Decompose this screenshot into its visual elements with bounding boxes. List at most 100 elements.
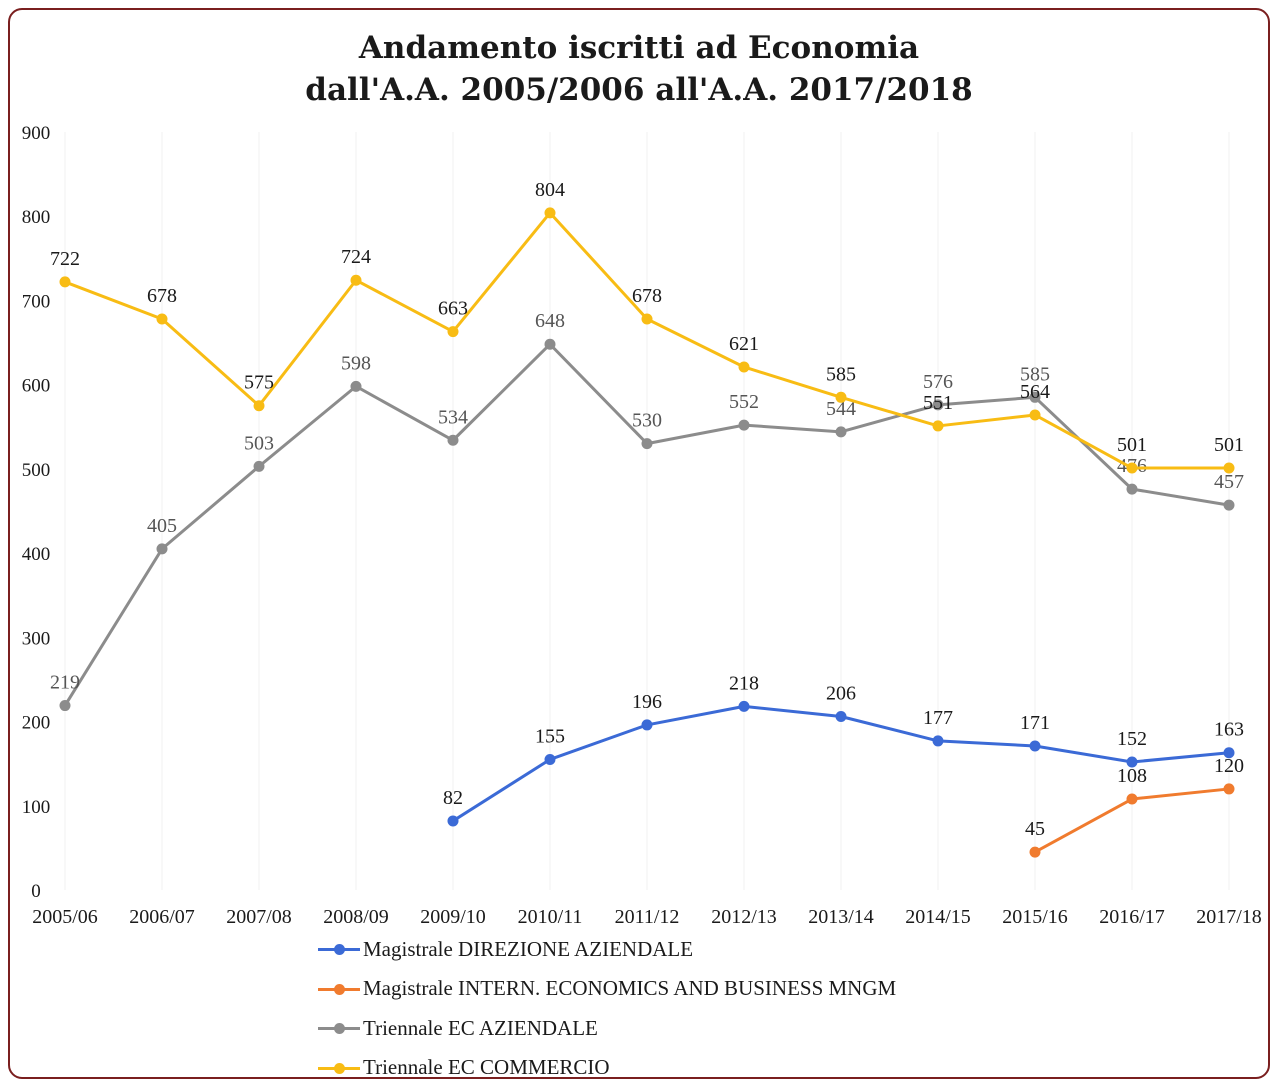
data-label: 648 xyxy=(535,310,565,332)
x-tick-label: 2014/15 xyxy=(905,906,971,928)
data-label: 171 xyxy=(1020,712,1050,734)
data-point xyxy=(1223,783,1235,795)
data-point xyxy=(59,276,71,288)
x-tick-label: 2009/10 xyxy=(420,906,486,928)
legend-marker-icon xyxy=(318,936,360,962)
data-label: 152 xyxy=(1117,728,1147,750)
data-label: 503 xyxy=(244,432,274,454)
data-label: 544 xyxy=(826,398,856,420)
data-label: 196 xyxy=(632,691,662,713)
legend-marker-icon xyxy=(318,1015,360,1041)
x-tick-label: 2013/14 xyxy=(808,906,874,928)
legend-label: Triennale EC AZIENDALE xyxy=(363,1015,598,1040)
data-label: 585 xyxy=(826,363,856,385)
data-point xyxy=(1223,499,1235,511)
data-point xyxy=(835,426,847,438)
data-point xyxy=(835,711,847,723)
data-label: 108 xyxy=(1117,765,1147,787)
chart-title: Andamento iscritti ad Economia xyxy=(358,30,920,66)
x-tick-label: 2010/11 xyxy=(518,906,583,928)
data-point xyxy=(1126,756,1138,768)
legend-item: Triennale EC COMMERCIO xyxy=(318,1055,610,1081)
data-label: 501 xyxy=(1117,434,1147,456)
data-label: 120 xyxy=(1214,755,1244,777)
data-point xyxy=(932,735,944,747)
x-tick-label: 2007/08 xyxy=(226,906,292,928)
data-point xyxy=(544,753,556,765)
data-point xyxy=(1029,409,1041,421)
data-label: 585 xyxy=(1020,363,1050,385)
data-label: 722 xyxy=(50,248,80,270)
data-label: 576 xyxy=(923,371,953,393)
data-point xyxy=(544,207,556,219)
x-tick-label: 2008/09 xyxy=(323,906,389,928)
y-tick-label: 300 xyxy=(22,628,51,649)
data-label: 501 xyxy=(1214,434,1244,456)
legend-marker-icon xyxy=(318,1055,360,1081)
data-label: 621 xyxy=(729,333,759,355)
data-label: 219 xyxy=(50,672,80,694)
data-point xyxy=(156,313,168,325)
data-point xyxy=(1223,462,1235,474)
data-label: 45 xyxy=(1025,818,1045,840)
chart-subtitle: dall'A.A. 2005/2006 all'A.A. 2017/2018 xyxy=(305,72,973,108)
data-label: 598 xyxy=(341,352,371,374)
data-point xyxy=(932,420,944,432)
x-tick-label: 2005/06 xyxy=(32,906,98,928)
data-point xyxy=(738,361,750,373)
data-point xyxy=(350,274,362,286)
legend-marker-icon xyxy=(318,976,360,1002)
data-point xyxy=(738,419,750,431)
data-point xyxy=(253,460,265,472)
legend-label: Magistrale INTERN. ECONOMICS AND BUSINES… xyxy=(363,976,897,1000)
y-tick-label: 900 xyxy=(22,123,51,144)
data-point xyxy=(350,380,362,392)
data-point xyxy=(253,400,265,412)
data-label: 177 xyxy=(923,707,953,729)
data-label: 724 xyxy=(341,246,371,268)
y-tick-label: 500 xyxy=(22,460,51,481)
data-label: 163 xyxy=(1214,719,1244,741)
data-point xyxy=(447,434,459,446)
legend-item: Magistrale DIREZIONE AZIENDALE xyxy=(318,936,693,962)
x-tick-label: 2017/18 xyxy=(1196,906,1262,928)
x-tick-label: 2016/17 xyxy=(1099,906,1165,928)
data-label: 575 xyxy=(244,372,274,394)
y-tick-label: 800 xyxy=(22,207,51,228)
data-point xyxy=(835,391,847,403)
data-label: 405 xyxy=(147,515,177,537)
legend-item: Triennale EC AZIENDALE xyxy=(318,1015,598,1041)
data-label: 678 xyxy=(147,285,177,307)
data-point xyxy=(156,543,168,555)
x-tick-label: 2015/16 xyxy=(1002,906,1068,928)
data-point xyxy=(738,700,750,712)
data-point xyxy=(1029,740,1041,752)
y-tick-label: 0 xyxy=(31,881,41,902)
y-tick-label: 700 xyxy=(22,291,51,312)
data-point xyxy=(1126,793,1138,805)
data-point xyxy=(641,719,653,731)
data-label: 564 xyxy=(1020,381,1050,403)
data-point xyxy=(932,399,944,411)
data-label: 206 xyxy=(826,683,856,705)
data-label: 155 xyxy=(535,725,565,747)
y-tick-label: 400 xyxy=(22,544,51,565)
data-point xyxy=(1029,846,1041,858)
data-point xyxy=(447,815,459,827)
data-point xyxy=(59,700,71,712)
data-point xyxy=(544,338,556,350)
data-point xyxy=(641,313,653,325)
legend-item: Magistrale INTERN. ECONOMICS AND BUSINES… xyxy=(318,976,896,1002)
data-point xyxy=(1029,391,1041,403)
data-label: 551 xyxy=(923,392,953,414)
chart-frame xyxy=(8,8,1270,1079)
y-tick-label: 600 xyxy=(22,376,51,397)
x-tick-label: 2006/07 xyxy=(129,906,195,928)
data-point xyxy=(1126,483,1138,495)
data-label: 218 xyxy=(729,672,759,694)
legend-label: Triennale EC COMMERCIO xyxy=(363,1055,610,1079)
data-point xyxy=(641,438,653,450)
data-label: 534 xyxy=(438,406,468,428)
x-tick-label: 2012/13 xyxy=(711,906,777,928)
